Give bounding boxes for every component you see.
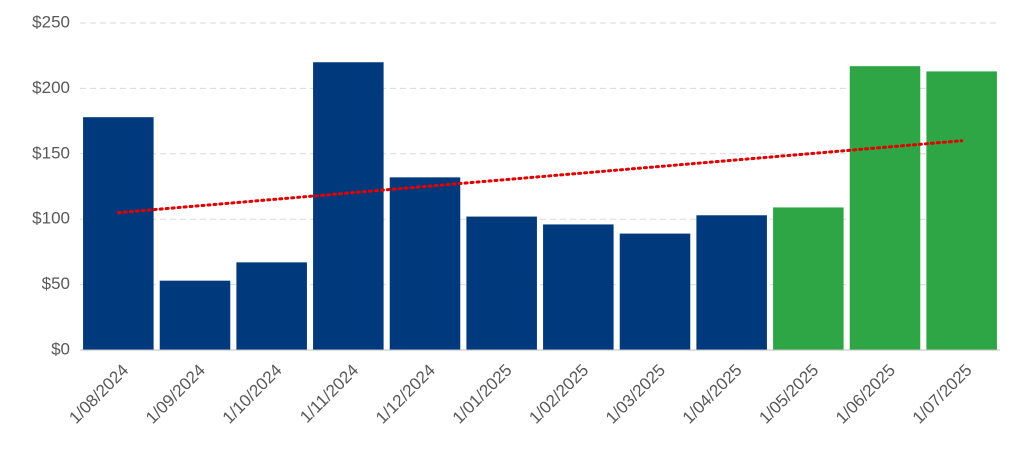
x-tick-label: 1/10/2024: [219, 361, 286, 428]
x-tick-label: 1/07/2025: [909, 361, 976, 428]
trendline: [116, 139, 964, 215]
x-tick-label: 1/02/2025: [525, 361, 592, 428]
bar: [236, 262, 307, 350]
y-tick-label: $250: [32, 12, 70, 31]
x-tick-label: 1/08/2024: [65, 361, 132, 428]
bar: [83, 117, 154, 351]
y-tick-label: $150: [32, 143, 70, 162]
y-tick-label: $200: [32, 78, 70, 97]
x-tick-label: 1/04/2025: [679, 361, 746, 428]
bar: [849, 66, 921, 350]
y-tick-label: $100: [32, 209, 70, 228]
y-tick-label: $0: [51, 339, 70, 358]
bar: [773, 207, 844, 350]
x-tick-label: 1/09/2024: [142, 361, 209, 428]
x-tick-label: 1/05/2025: [755, 361, 822, 428]
bar: [159, 280, 231, 350]
bar: [466, 216, 537, 350]
x-tick-label: 1/01/2025: [449, 361, 516, 428]
x-tick-label: 1/06/2025: [832, 361, 899, 428]
x-tick-label: 1/12/2024: [372, 361, 439, 428]
bar: [543, 224, 614, 350]
bar: [313, 62, 384, 351]
bar: [389, 177, 461, 350]
bar: [619, 233, 691, 350]
bar: [926, 71, 997, 351]
bar: [696, 215, 767, 350]
x-tick-label: 1/11/2024: [296, 361, 362, 427]
y-tick-label: $50: [42, 274, 70, 293]
x-tick-label: 1/03/2025: [602, 361, 669, 428]
